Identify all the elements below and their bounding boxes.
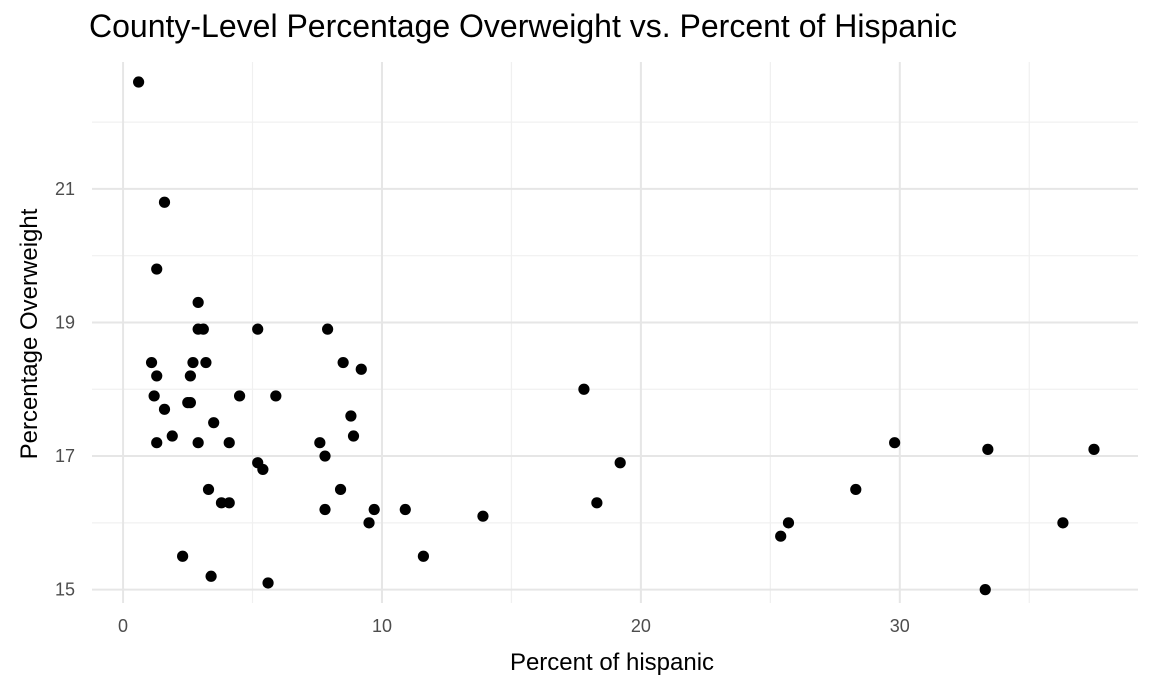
x-tick-label: 0 — [118, 616, 128, 636]
data-point — [368, 503, 380, 516]
y-tick-label: 19 — [55, 312, 75, 332]
data-point — [319, 503, 331, 516]
x-tick-label: 10 — [372, 616, 392, 636]
data-point — [782, 517, 795, 529]
data-point — [252, 323, 264, 335]
y-axis-title: Percentage Overweight — [16, 208, 43, 459]
data-point — [319, 450, 331, 462]
x-axis-title: Percent of hispanic — [510, 649, 714, 676]
data-point — [982, 443, 994, 455]
data-point — [889, 437, 901, 449]
data-point — [151, 370, 163, 382]
data-point — [850, 483, 862, 496]
data-point — [202, 483, 215, 496]
x-axis-ticks: 0 10 20 30 — [118, 616, 910, 636]
y-axis-ticks: 15 17 19 21 — [55, 179, 75, 600]
data-point — [979, 584, 991, 596]
data-point — [337, 356, 349, 369]
data-point — [233, 390, 246, 402]
data-point — [192, 296, 204, 309]
data-point — [262, 577, 274, 589]
data-point — [363, 517, 375, 529]
data-point — [148, 390, 160, 402]
data-points — [133, 76, 1100, 596]
data-point — [591, 497, 603, 509]
data-point — [151, 263, 163, 275]
data-point — [133, 76, 145, 88]
x-tick-label: 30 — [890, 616, 910, 636]
data-point — [347, 430, 360, 442]
data-point — [417, 550, 430, 562]
data-point — [158, 196, 171, 208]
data-point — [775, 530, 787, 542]
data-point — [205, 570, 217, 582]
data-point — [223, 497, 235, 509]
data-point — [187, 356, 199, 369]
data-point — [399, 503, 411, 516]
data-point — [322, 323, 334, 335]
data-point — [215, 497, 228, 509]
data-point — [151, 437, 163, 449]
data-point — [477, 510, 489, 522]
data-point — [270, 390, 282, 402]
data-point — [158, 403, 171, 415]
grid-lines — [92, 62, 1138, 603]
y-tick-label: 17 — [55, 446, 75, 466]
data-point — [314, 437, 326, 449]
data-point — [223, 437, 235, 449]
data-point — [192, 437, 204, 449]
data-point — [1057, 517, 1069, 529]
data-point — [578, 383, 590, 395]
data-point — [166, 430, 178, 442]
data-point — [614, 457, 626, 469]
data-point — [200, 356, 212, 369]
data-point — [355, 363, 367, 375]
data-point — [334, 483, 347, 496]
data-point — [184, 370, 196, 382]
data-point — [145, 356, 158, 369]
data-point — [184, 397, 196, 409]
data-point — [1088, 443, 1100, 455]
chart-title: County-Level Percentage Overweight vs. P… — [89, 8, 957, 44]
y-tick-label: 15 — [55, 580, 75, 600]
data-point — [257, 463, 269, 476]
y-tick-label: 21 — [55, 179, 75, 199]
x-tick-label: 20 — [631, 616, 651, 636]
data-point — [345, 410, 357, 422]
data-point — [177, 550, 189, 562]
data-point — [197, 323, 209, 335]
data-point — [208, 417, 220, 429]
